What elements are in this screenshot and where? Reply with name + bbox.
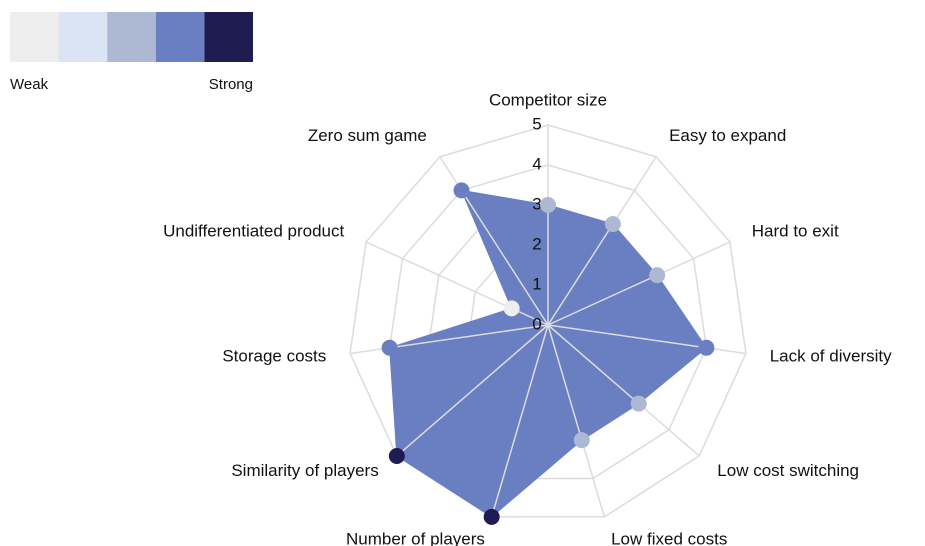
data-point (630, 395, 647, 412)
r-tick-label: 5 (532, 114, 541, 133)
legend-swatch (58, 12, 108, 62)
r-tick-label: 4 (532, 154, 541, 173)
category-label: Number of players (346, 529, 485, 546)
category-label: Easy to expand (669, 126, 786, 145)
grid-ring (349, 124, 747, 518)
data-point (381, 339, 398, 356)
data-point (573, 432, 590, 449)
category-label: Undifferentiated product (163, 221, 344, 240)
spoke (490, 324, 549, 518)
legend-low-label: Weak (10, 76, 49, 93)
data-point (503, 300, 520, 317)
category-label: Hard to exit (752, 221, 839, 240)
category-label: Low cost switching (717, 461, 859, 480)
spoke (547, 241, 731, 326)
category-label: Similarity of players (231, 461, 378, 480)
data-point (453, 182, 470, 199)
data-point (604, 216, 621, 233)
legend-high-label: Strong (209, 76, 253, 93)
grid-ring (388, 164, 708, 480)
category-label: Zero sum game (308, 126, 427, 145)
category-label: Lack of diversity (770, 346, 892, 365)
r-tick-label: 2 (532, 234, 541, 253)
data-point (698, 339, 715, 356)
data-point (483, 508, 500, 525)
category-label: Storage costs (222, 346, 326, 365)
radar-area (389, 189, 708, 518)
r-tick-label: 1 (532, 274, 541, 293)
category-label: Low fixed costs (611, 529, 727, 546)
spoke (396, 324, 549, 457)
spoke (547, 324, 606, 518)
legend-swatch (107, 12, 156, 62)
r-tick-label: 3 (532, 194, 541, 213)
legend-swatch (155, 12, 205, 62)
data-point (388, 447, 405, 464)
r-tick-label: 0 (532, 314, 541, 333)
spoke (547, 324, 700, 457)
legend-swatch (204, 12, 253, 62)
data-point (649, 267, 666, 284)
legend-swatch (10, 12, 59, 62)
category-label: Competitor size (489, 90, 607, 109)
spoke (547, 156, 657, 326)
data-point (540, 197, 556, 213)
